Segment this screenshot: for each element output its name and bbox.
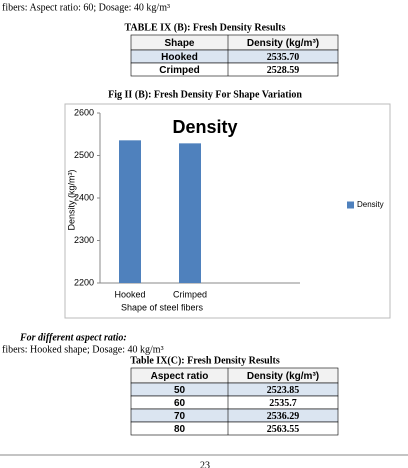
table-cell: 60 xyxy=(174,398,186,409)
table-row xyxy=(130,395,339,410)
table-cell: 80 xyxy=(174,424,186,435)
table-row xyxy=(130,421,339,436)
table-cell: 50 xyxy=(174,385,186,396)
table-cell: 2523.85 xyxy=(267,385,300,396)
table-title: Table IX(C): Fresh Density Results xyxy=(130,355,280,366)
header-cell: Density (kg/m³) xyxy=(247,38,319,49)
header-cell: Density (kg/m³) xyxy=(247,371,319,382)
header-cell: Aspect ratio xyxy=(151,371,209,382)
table-row xyxy=(130,408,339,423)
table-cell: Crimped xyxy=(159,65,200,76)
y-tick-label: 2200 xyxy=(74,277,94,287)
bar xyxy=(119,140,141,283)
table-row xyxy=(130,62,339,77)
y-tick-label: 2400 xyxy=(74,192,94,202)
table-cell: Hooked xyxy=(161,52,198,63)
table-cell: 2535.7 xyxy=(269,398,297,409)
header-cell: Shape xyxy=(164,38,194,49)
legend-swatch xyxy=(347,201,354,209)
intro-text: fibers: Hooked shape; Dosage: 40 kg/m³ xyxy=(2,344,164,355)
chart-title: Density xyxy=(172,117,237,137)
table-cell: 2528.59 xyxy=(267,65,300,76)
table-title: TABLE IX (B): Fresh Density Results xyxy=(124,22,285,33)
page-number: 23 xyxy=(200,460,210,468)
table-cell: 2535.70 xyxy=(267,52,300,63)
bar xyxy=(179,143,201,283)
x-tick-label: Crimped xyxy=(173,289,207,299)
section-heading: For different aspect ratio: xyxy=(19,332,127,343)
x-tick-label: Hooked xyxy=(114,289,145,299)
table-cell: 2563.55 xyxy=(267,424,300,435)
y-tick-label: 2600 xyxy=(74,107,94,117)
y-axis-label: Density (kg/m³) xyxy=(66,169,76,230)
figure-caption: Fig II (B): Fresh Density For Shape Vari… xyxy=(108,89,302,100)
table-cell: 70 xyxy=(174,411,186,422)
y-tick-label: 2300 xyxy=(74,235,94,245)
table-row xyxy=(130,382,339,397)
legend-label: Density xyxy=(357,200,384,209)
intro-text: fibers: Aspect ratio: 60; Dosage: 40 kg/… xyxy=(2,2,170,13)
y-tick-label: 2500 xyxy=(74,150,94,160)
x-axis-label: Shape of steel fibers xyxy=(121,302,204,312)
table-cell: 2536.29 xyxy=(267,411,300,422)
